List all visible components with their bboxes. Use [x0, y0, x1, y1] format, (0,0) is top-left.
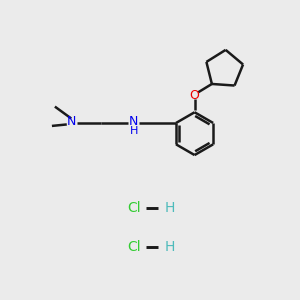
- Text: H: H: [164, 201, 175, 215]
- Text: O: O: [190, 89, 200, 102]
- Text: H: H: [164, 240, 175, 254]
- Text: Cl: Cl: [127, 240, 140, 254]
- Text: N: N: [67, 115, 76, 128]
- Text: H: H: [130, 126, 138, 136]
- Text: Cl: Cl: [127, 201, 140, 215]
- Text: N: N: [129, 115, 138, 128]
